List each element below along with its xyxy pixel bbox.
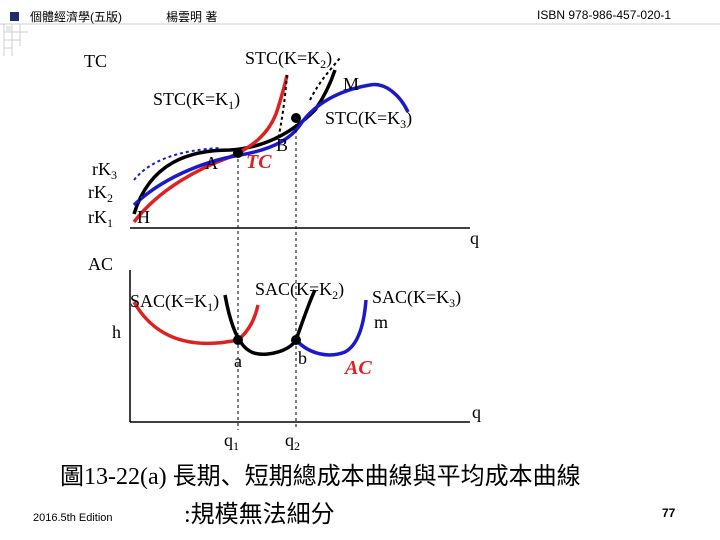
stc1-curve	[132, 74, 289, 224]
edition-label: 2016.5th Edition	[33, 512, 113, 524]
stc3-curve	[132, 82, 410, 207]
point-a-label: a	[234, 351, 242, 371]
figure-caption-line1: 圖13-22(a) 長期、短期總成本曲線與平均成本曲線	[60, 464, 581, 490]
header-bullet-square	[10, 12, 19, 21]
stc2-dashed-top	[309, 57, 341, 101]
stc2-label: STC(K=K2)	[245, 48, 332, 71]
point-m-lower: m	[374, 312, 388, 332]
sac3-curve	[294, 299, 368, 357]
header-isbn: ISBN 978-986-457-020-1	[537, 8, 672, 22]
header-course-title: 個體經濟學(五版)	[30, 10, 122, 24]
tc-x-label: q	[470, 228, 479, 248]
tc-y-label: TC	[84, 51, 107, 71]
point-h-lower: h	[112, 322, 121, 342]
sac3-label: SAC(K=K3)	[372, 287, 461, 310]
cost-curves-diagram: TC STC(K=K2) M STC(K=K1) STC(K=K3) B A T…	[84, 48, 481, 453]
ac-x-label: q	[472, 402, 481, 422]
stc1-label: STC(K=K1)	[153, 89, 240, 112]
page-number: 77	[662, 506, 676, 520]
stc3-dashed	[133, 147, 221, 181]
sac1-label: SAC(K=K1)	[130, 291, 219, 314]
stc2-dashed	[133, 148, 231, 215]
header-author: 楊雲明 著	[166, 10, 218, 24]
point-A-label: A	[205, 153, 218, 173]
q2-label: q2	[285, 430, 300, 453]
stc1-dashed	[277, 74, 288, 141]
point-b-dot	[291, 335, 301, 345]
point-H-label: H	[137, 207, 150, 227]
q1-label: q1	[224, 430, 239, 453]
point-a-dot	[233, 335, 243, 345]
rk3-label: rK3	[92, 159, 117, 182]
figure-caption-line2: :規模無法細分	[184, 502, 335, 528]
rk1-label: rK1	[88, 207, 113, 230]
stc3-label: STC(K=K3)	[325, 108, 412, 131]
point-B-label: B	[276, 135, 288, 155]
sac2-label: SAC(K=K2)	[255, 279, 344, 302]
tc-curve-label: TC	[246, 151, 272, 173]
rk2-label: rK2	[88, 182, 113, 205]
point-b-label: b	[298, 348, 307, 368]
ac-curve-label: AC	[343, 357, 372, 379]
sac1-curve	[132, 301, 260, 346]
ac-y-label: AC	[88, 254, 113, 274]
point-m-upper: M	[343, 74, 359, 94]
decorative-grid	[0, 23, 720, 56]
